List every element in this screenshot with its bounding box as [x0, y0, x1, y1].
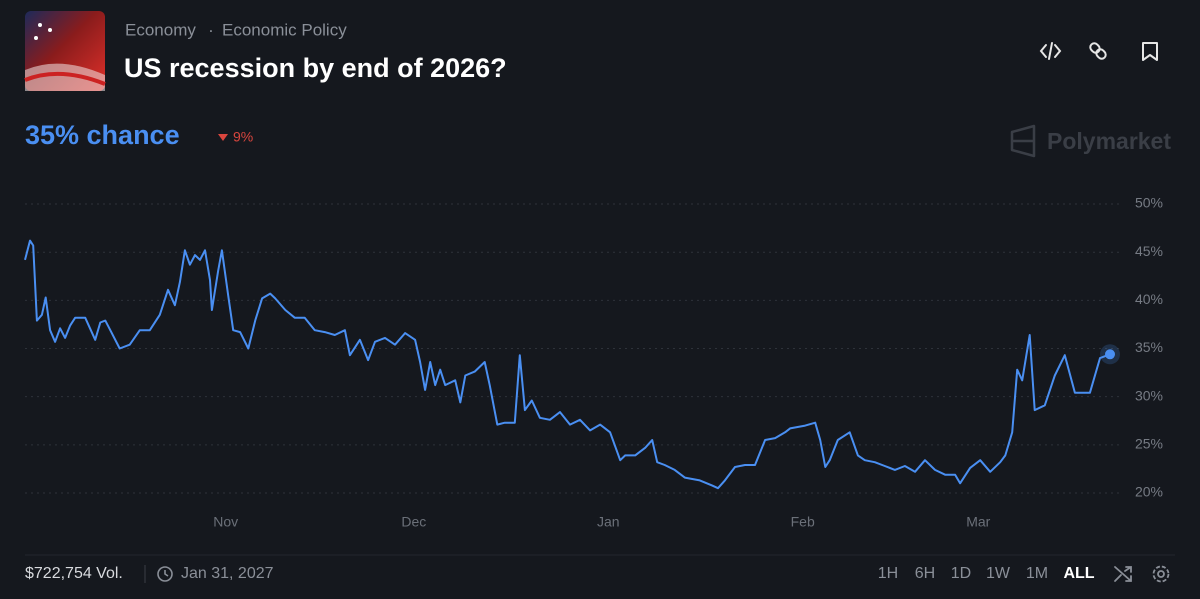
range-button[interactable]: 1M — [1026, 565, 1048, 582]
x-tick-label: Nov — [213, 514, 238, 530]
range-button[interactable]: 6H — [915, 565, 935, 582]
brand: Polymarket — [1047, 128, 1171, 154]
range-button[interactable]: 1W — [986, 565, 1011, 582]
x-tick-label: Dec — [401, 514, 426, 530]
y-tick-label: 35% — [1135, 339, 1163, 355]
breadcrumb[interactable]: Economic Policy — [222, 20, 347, 39]
y-tick-label: 40% — [1135, 291, 1163, 307]
bookmark-button[interactable] — [1142, 42, 1158, 61]
separator: · — [208, 20, 214, 39]
range-button[interactable]: 1D — [951, 565, 971, 582]
range-button[interactable]: 1H — [878, 565, 898, 582]
chance: 35% chance — [25, 120, 180, 150]
y-tick-label: 25% — [1135, 436, 1163, 452]
market-icon — [24, 11, 106, 91]
price-line — [24, 239, 1111, 490]
volume: $722,754 Vol. — [25, 565, 123, 582]
x-tick-label: Feb — [791, 514, 815, 530]
y-tick-label: 45% — [1135, 243, 1163, 259]
market-title: US recession by end of 2026? — [124, 53, 507, 83]
change: 9% — [233, 129, 253, 145]
breadcrumb[interactable]: Economy — [125, 20, 196, 39]
last-point — [1105, 349, 1115, 360]
shuffle-button[interactable] — [1114, 566, 1132, 582]
settings-button[interactable] — [1152, 565, 1170, 583]
x-tick-label: Jan — [597, 514, 620, 530]
clock-icon — [157, 566, 173, 582]
y-tick-label: 20% — [1135, 484, 1163, 500]
y-tick-label: 30% — [1135, 387, 1163, 403]
range-button[interactable]: ALL — [1063, 565, 1094, 582]
embed-button[interactable] — [1039, 42, 1062, 60]
link-button[interactable] — [1089, 42, 1108, 61]
y-tick-label: 50% — [1135, 195, 1163, 211]
x-tick-label: Mar — [966, 514, 990, 530]
change-arrow — [218, 134, 228, 141]
brand-logo — [1010, 124, 1036, 158]
end-date: Jan 31, 2027 — [181, 565, 274, 582]
